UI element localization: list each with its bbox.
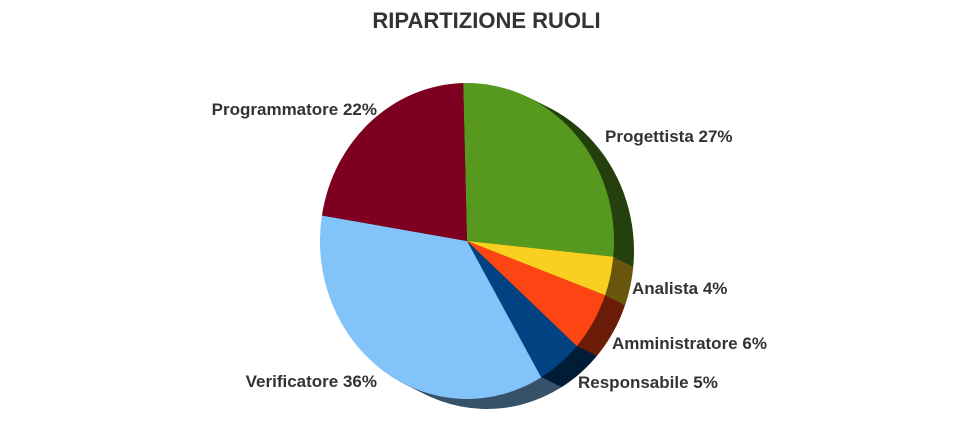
pie-slices bbox=[319, 82, 614, 400]
slice-label-progettista: Progettista 27% bbox=[605, 127, 733, 146]
pie-slice-responsabile bbox=[467, 241, 577, 378]
pie-slice-amministratore bbox=[467, 241, 606, 347]
slice-label-analista: Analista 4% bbox=[632, 279, 727, 298]
slice-label-programmatore: Programmatore 22% bbox=[212, 100, 377, 119]
chart-title: RIPARTIZIONE RUOLI bbox=[372, 8, 601, 33]
pie-slice-programmatore bbox=[321, 83, 467, 241]
pie-slice-analista bbox=[467, 241, 614, 296]
slice-label-amministratore: Amministratore 6% bbox=[612, 334, 767, 353]
slice-label-verificatore: Verificatore 36% bbox=[246, 372, 377, 391]
pie-labels: Progettista 27% Analista 4% Amministratore… bbox=[212, 100, 767, 392]
pie-slice-verificatore bbox=[319, 215, 542, 400]
slice-label-responsabile: Responsabile 5% bbox=[578, 373, 718, 392]
pie-slice-progettista bbox=[463, 82, 614, 257]
